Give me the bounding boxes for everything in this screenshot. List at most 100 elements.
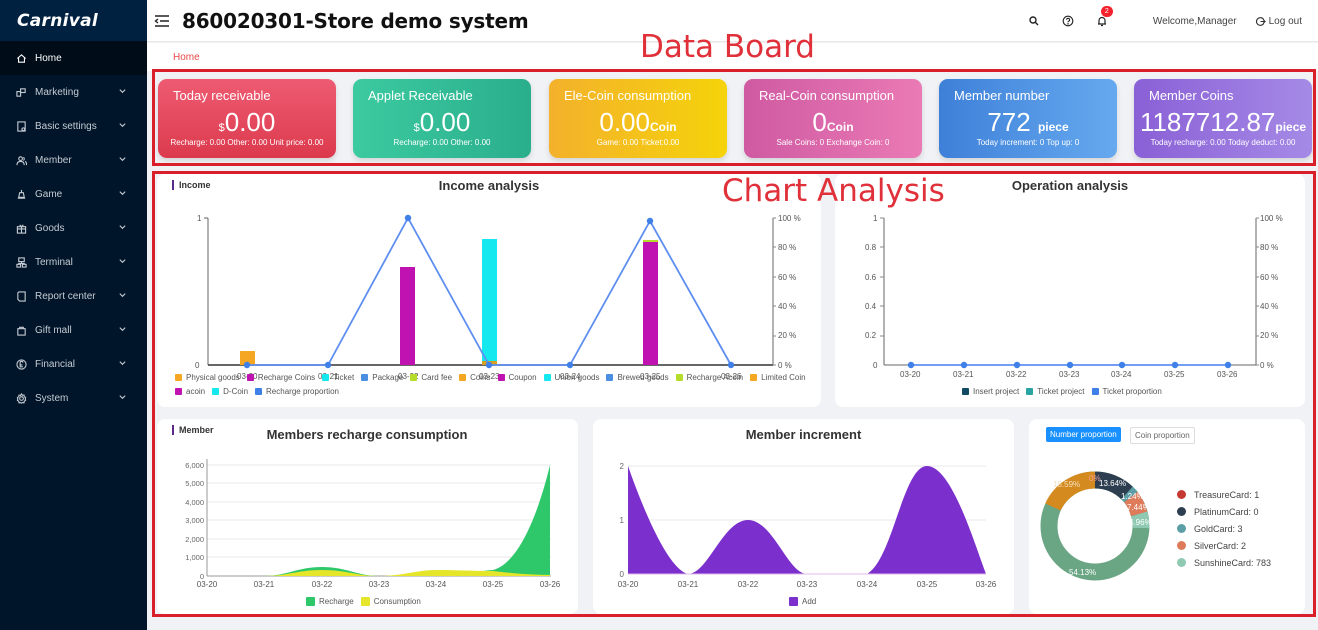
sidebar-item-terminal[interactable]: Terminal — [0, 245, 147, 279]
legend-item[interactable]: SunshineCard: 783 — [1177, 554, 1271, 571]
operation-chart[interactable]: 10.80.60.40.20 100 %80 %60 %40 %20 %0 % … — [835, 174, 1305, 407]
sidebar-item-marketing[interactable]: Marketing — [0, 75, 147, 109]
svg-text:80 %: 80 % — [778, 243, 796, 252]
legend-item[interactable]: Ticket project — [1026, 387, 1085, 396]
svg-text:0 %: 0 % — [1260, 361, 1274, 370]
legend-item[interactable]: Physical goods — [175, 373, 240, 382]
tab-home[interactable]: Home — [158, 43, 215, 71]
sidebar-item-gift-mall[interactable]: Gift mall — [0, 313, 147, 347]
svg-text:0.8: 0.8 — [865, 243, 877, 252]
legend-item[interactable]: Insert project — [962, 387, 1019, 396]
sidebar-item-system[interactable]: System — [0, 381, 147, 415]
svg-text:03-26: 03-26 — [1217, 370, 1238, 379]
sidebar-item-report-center[interactable]: Report center — [0, 279, 147, 313]
legend-item[interactable]: GoldCard: 3 — [1177, 520, 1271, 537]
legend-item[interactable]: Recharge proportion — [255, 387, 339, 396]
chart-title: Income analysis — [438, 178, 540, 193]
legend-item[interactable]: Recharge Coins — [246, 373, 315, 382]
svg-text:4.96%: 4.96% — [1129, 518, 1152, 527]
member-increment-chart[interactable]: 2 1 0 03-20 03-21 03-22 03-23 03-24 03-25 03-26 — [593, 419, 1014, 614]
svg-text:03-26: 03-26 — [540, 580, 561, 589]
svg-text:7.44%: 7.44% — [1127, 503, 1150, 512]
svg-text:03-20: 03-20 — [618, 580, 639, 589]
page-title: 860020301-Store demo system — [182, 8, 529, 33]
legend-item[interactable]: Limited Coin — [750, 373, 806, 382]
gear-icon — [16, 392, 27, 404]
card-member-number[interactable]: Member number 772 piece Today increment:… — [939, 79, 1117, 158]
legend-item[interactable]: Package — [361, 373, 403, 382]
proportion-donut-chart[interactable]: 18.59% 0% 13.64% 1.24% 7.44% 4.96% 54.13… — [1039, 469, 1169, 584]
svg-text:03-24: 03-24 — [560, 372, 581, 381]
card-applet-receivable[interactable]: Applet Receivable $0.00 Recharge: 0.00 O… — [353, 79, 531, 158]
legend-item[interactable]: Ticket proportion — [1091, 387, 1162, 396]
operation-panel: Operation analysis 1 0.8 0.6 0.4 0.2 0 100 % 8… — [835, 174, 1305, 407]
legend-item[interactable]: D-Coin — [212, 387, 248, 396]
income-chart[interactable]: 1 0 100 %80 %60 %40 %20 %0 % 03-2003-210… — [157, 174, 821, 407]
svg-text:4,000: 4,000 — [185, 498, 204, 507]
card-value: 772 — [987, 107, 1031, 137]
sidebar-item-member[interactable]: Member — [0, 143, 147, 177]
svg-text:03-23: 03-23 — [1059, 370, 1080, 379]
chevron-down-icon — [119, 361, 126, 366]
svg-text:03-21: 03-21 — [953, 370, 974, 379]
legend-item[interactable]: Ticket — [322, 373, 354, 382]
legend-item[interactable]: SilverCard: 2 — [1177, 537, 1271, 554]
menu-collapse-icon[interactable] — [154, 14, 170, 28]
svg-text:03-22: 03-22 — [312, 580, 333, 589]
svg-text:03-23: 03-23 — [797, 580, 818, 589]
sidebar-item-game[interactable]: Game — [0, 177, 147, 211]
search-icon[interactable] — [1028, 15, 1040, 27]
notification-button[interactable]: 2 — [1096, 6, 1113, 27]
annotation-chart-analysis: Chart Analysis — [722, 173, 945, 209]
legend-item[interactable]: Consumption — [360, 597, 421, 606]
notification-badge: 2 — [1100, 6, 1113, 17]
legend-item[interactable]: Card fee — [410, 373, 452, 382]
svg-text:6,000: 6,000 — [185, 461, 204, 470]
legend-item[interactable]: TreasureCard: 1 — [1177, 486, 1271, 503]
legend-item[interactable]: Recharge Acoin — [675, 373, 743, 382]
sidebar-item-basic-settings[interactable]: Basic settings — [0, 109, 147, 143]
chart-title: Member increment — [745, 427, 862, 442]
sidebar-item-home[interactable]: Home — [0, 41, 147, 75]
svg-text:1: 1 — [873, 214, 878, 223]
logout-button[interactable]: Log out — [1255, 16, 1302, 27]
svg-text:0: 0 — [200, 572, 204, 581]
svg-text:0.4: 0.4 — [865, 302, 877, 311]
svg-text:03-23: 03-23 — [369, 580, 390, 589]
card-ele-coin[interactable]: Ele-Coin consumption 0.00Coin Game: 0.00… — [549, 79, 727, 158]
legend-item[interactable]: Add — [789, 597, 816, 606]
card-today-receivable[interactable]: Today receivable $0.00 Recharge: 0.00 Ot… — [158, 79, 336, 158]
coin-proportion-button[interactable]: Coin proportion — [1130, 427, 1195, 444]
financial-icon — [16, 358, 27, 370]
svg-text:1: 1 — [197, 214, 202, 223]
number-proportion-button[interactable]: Number proportion — [1046, 427, 1121, 442]
panel-tag: Member — [172, 425, 214, 435]
svg-text:20 %: 20 % — [778, 331, 796, 340]
sidebar-item-financial[interactable]: Financial — [0, 347, 147, 381]
settings-doc-icon — [17, 120, 26, 132]
sidebar-item-goods[interactable]: Goods — [0, 211, 147, 245]
income-legend: Physical goods Recharge Coins Ticket Pac… — [175, 373, 815, 401]
svg-text:54.13%: 54.13% — [1069, 568, 1096, 577]
legend-item[interactable]: Coupon — [497, 373, 537, 382]
bag-icon — [17, 326, 26, 336]
legend-item[interactable]: Union goods — [543, 373, 599, 382]
chart-title: Members recharge consumption — [266, 427, 468, 442]
legend-item[interactable]: acoin — [175, 387, 205, 396]
member-icon — [16, 155, 27, 165]
help-icon[interactable] — [1062, 15, 1074, 27]
card-real-coin[interactable]: Real-Coin consumption 0Coin Sale Coins: … — [744, 79, 922, 158]
legend-item[interactable]: Brewed goods — [606, 373, 669, 382]
member-recharge-chart[interactable]: 6,000 5,000 4,000 3,000 2,000 1,000 0 03-20 03-… — [157, 419, 578, 614]
card-value: 0.00 — [419, 107, 471, 137]
legend-item[interactable]: Recharge — [306, 597, 354, 606]
card-member-coins[interactable]: Member Coins 1187712.87piece Today recha… — [1134, 79, 1312, 158]
svg-text:0: 0 — [195, 361, 200, 370]
svg-text:60 %: 60 % — [778, 273, 796, 282]
svg-text:03-24: 03-24 — [1111, 370, 1132, 379]
chart-title: Operation analysis — [1011, 178, 1129, 193]
legend-item[interactable]: Coins — [459, 373, 491, 382]
legend-item[interactable]: PlatinumCard: 0 — [1177, 503, 1271, 520]
annotation-data-board: Data Board — [640, 29, 815, 65]
logo: Carnival — [0, 0, 147, 41]
